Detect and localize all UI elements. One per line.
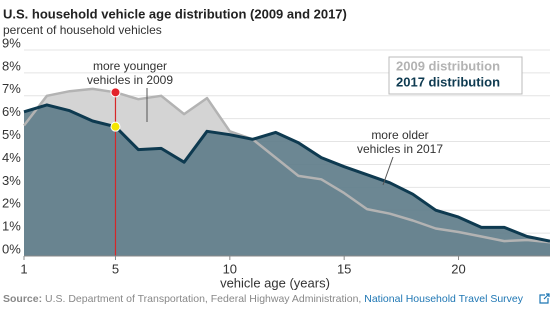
y-tick-label: 7% [2,81,21,96]
chart-title: U.S. household vehicle age distribution … [3,6,347,21]
highlight-point [110,121,121,132]
x-tick-label: 10 [223,261,237,276]
y-tick-label: 4% [2,150,21,165]
highlight-point [110,87,121,98]
area [24,104,550,257]
x-tick-label: 1 [20,261,27,276]
y-tick-label: 2% [2,196,21,211]
overlay: more younger vehicles in 2009 more older… [3,59,550,305]
y-tick-label: 3% [2,173,21,188]
source-link[interactable]: National Household Travel Survey [364,293,524,305]
legend-label: 2017 distribution [396,74,500,89]
annotation-pointer [382,156,394,186]
annotation: more younger [93,59,167,73]
external-link-icon [539,293,550,304]
annotation: more older [371,128,428,142]
x-tick-label: 5 [112,261,119,276]
y-tick-label: 9% [2,35,21,50]
annotation: vehicles in 2009 [87,73,173,87]
x-tick-label: 15 [337,261,351,276]
source-text: U.S. Department of Transportation, Feder… [45,293,361,305]
source-label: Source: [3,293,42,305]
y-tick-label: 6% [2,104,21,119]
source: Source: U.S. Department of Transportatio… [3,293,524,305]
legend-label: 2009 distribution [396,58,500,73]
y-tick-label: 5% [2,127,21,142]
x-axis-label: vehicle age (years) [220,275,330,290]
annotation: vehicles in 2017 [357,142,443,156]
legend-box [388,56,523,95]
x-tick-label: 20 [451,261,465,276]
y-tick-label: 0% [2,241,21,256]
y-tick-label: 8% [2,58,21,73]
y-tick-label: 1% [2,219,21,234]
chart-subtitle: percent of household vehicles [3,23,162,37]
